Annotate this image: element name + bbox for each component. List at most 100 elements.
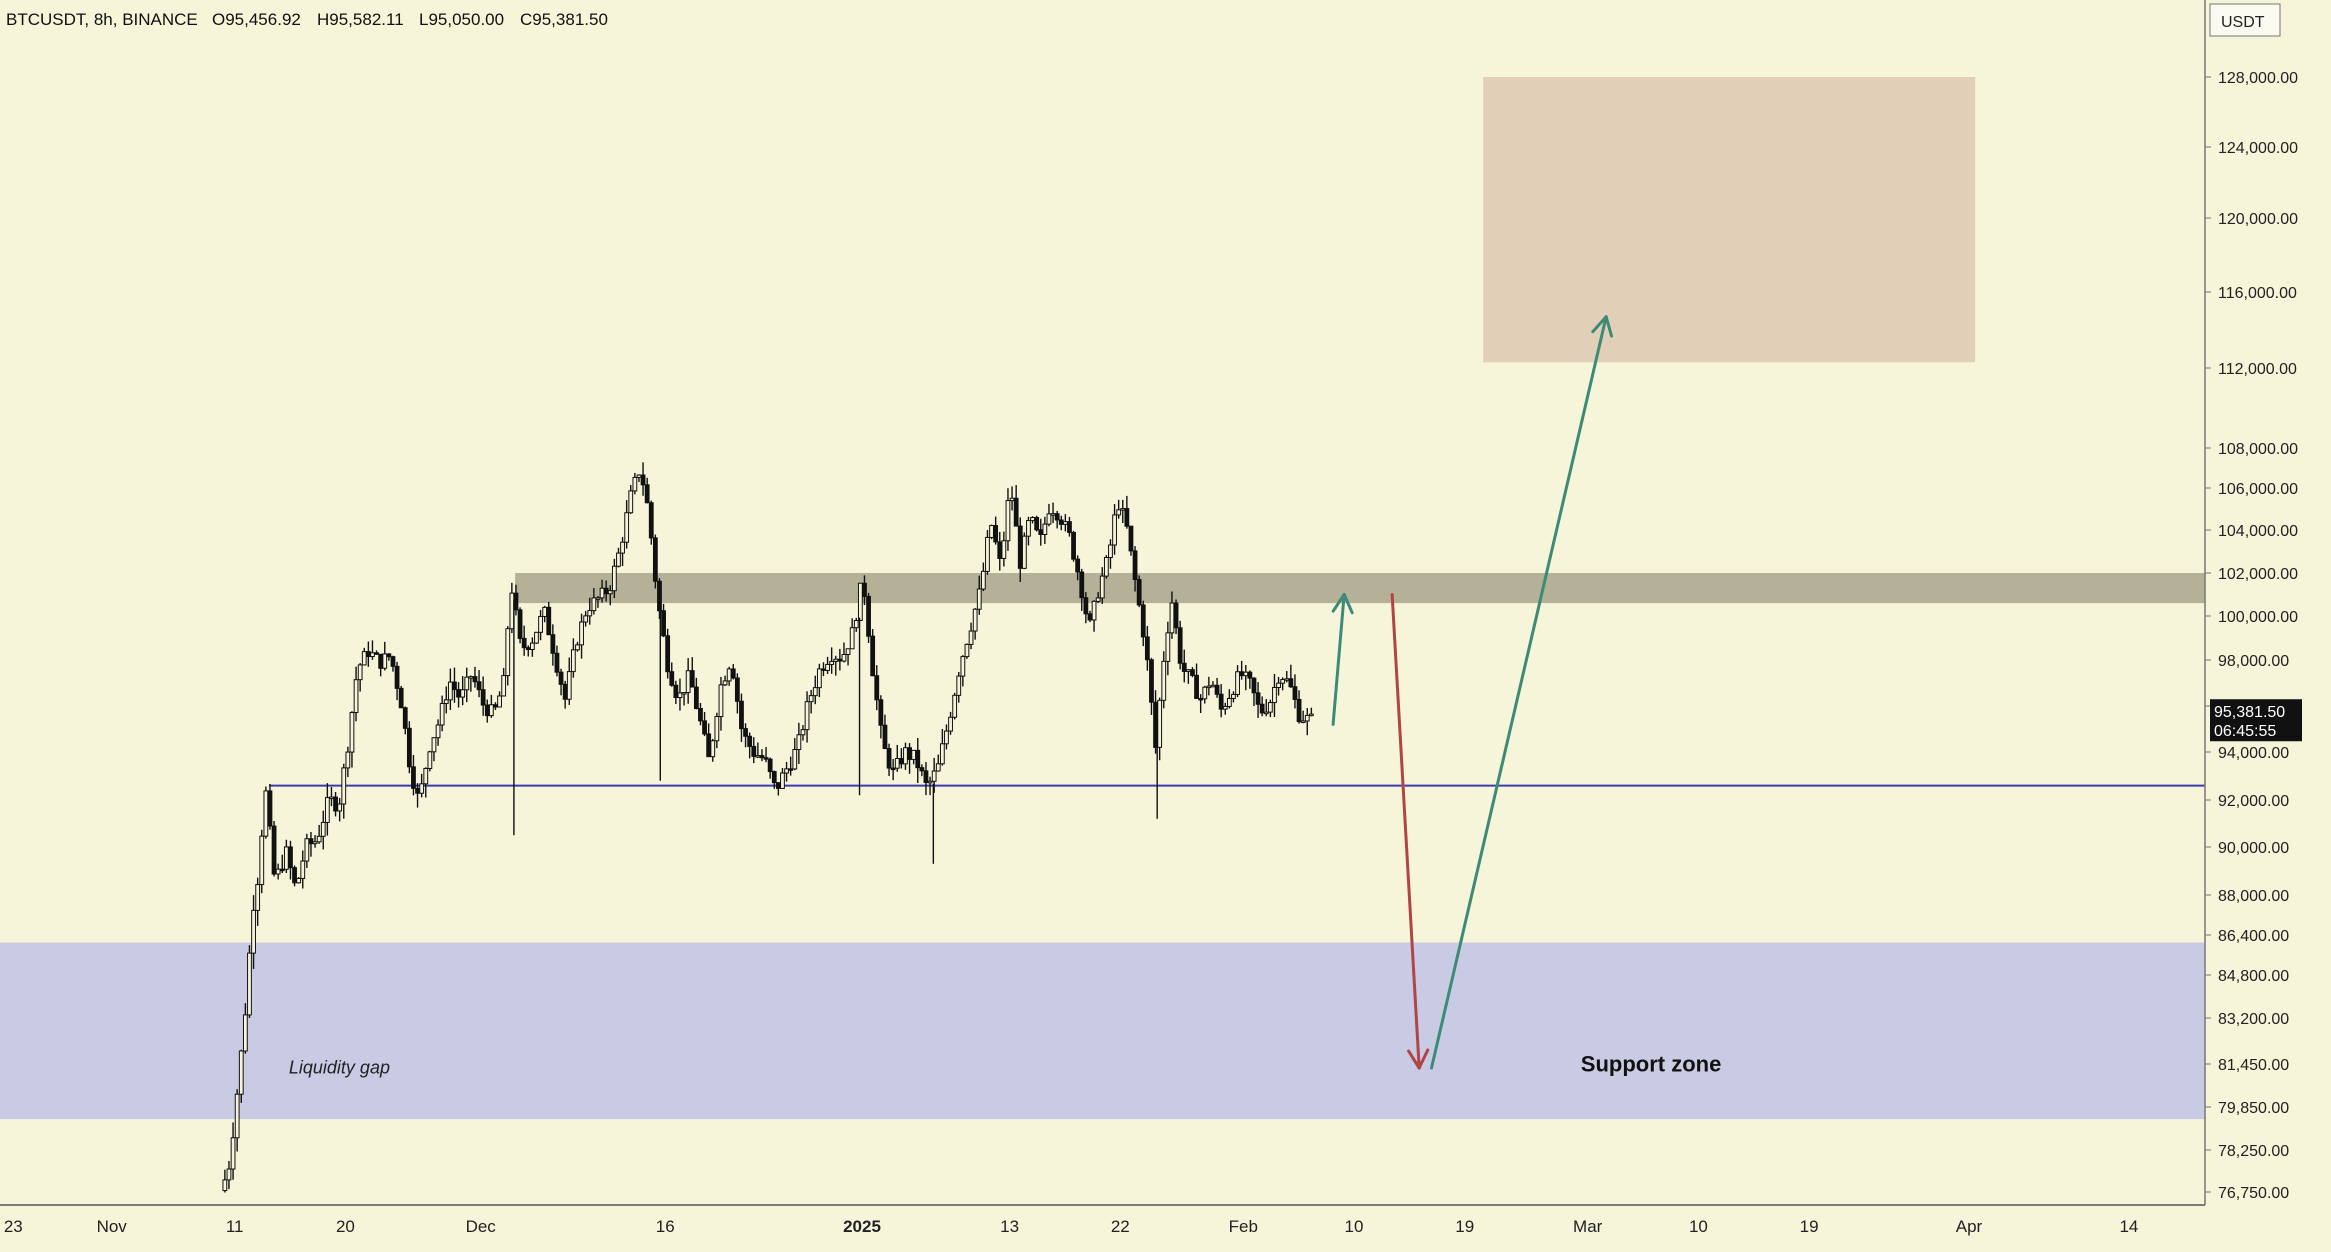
time-tick-label: Feb <box>1229 1217 1258 1236</box>
candle <box>751 737 757 764</box>
candle <box>550 624 556 666</box>
candle <box>1165 621 1171 676</box>
candle <box>1099 567 1105 604</box>
currency-box[interactable]: USDT <box>2209 3 2281 37</box>
candle <box>1116 499 1122 519</box>
candle <box>796 722 802 764</box>
candle <box>324 783 330 836</box>
candle <box>722 675 728 687</box>
price-tick-label: 124,000.00 <box>2218 140 2298 157</box>
candle <box>1259 696 1265 717</box>
candle <box>1173 599 1179 635</box>
candle <box>1251 677 1257 707</box>
candle <box>288 840 293 880</box>
candle <box>472 666 478 688</box>
price-tick-label: 90,000.00 <box>2218 840 2289 857</box>
candle <box>804 691 810 743</box>
price-tick-label: 84,800.00 <box>2218 968 2289 985</box>
candle <box>361 647 367 666</box>
resistance-band <box>515 573 2205 604</box>
candle <box>747 732 753 759</box>
candle <box>1005 488 1011 551</box>
price-axis-panel[interactable] <box>2205 0 2331 1252</box>
candle <box>1026 516 1031 546</box>
candle <box>857 582 863 621</box>
time-tick-label: 10 <box>1689 1217 1708 1236</box>
candle <box>591 588 597 615</box>
candle <box>439 695 445 732</box>
time-axis-panel[interactable] <box>0 1205 2331 1252</box>
time-tick-label: 23 <box>4 1217 23 1236</box>
candle <box>476 670 482 698</box>
arrow-down <box>1390 593 1430 1070</box>
candle <box>968 622 974 650</box>
candle <box>497 691 502 708</box>
price-tick-label: 92,000.00 <box>2218 793 2289 810</box>
candle <box>271 821 277 877</box>
price-tick-label: 100,000.00 <box>2218 609 2298 626</box>
candle <box>242 1003 248 1054</box>
candle <box>874 665 880 711</box>
candle <box>259 829 265 894</box>
candle <box>1292 674 1298 709</box>
candle <box>431 737 437 762</box>
candle <box>1021 532 1027 570</box>
candle <box>1272 673 1277 718</box>
candle <box>275 863 281 880</box>
price-tick-label: 112,000.00 <box>2218 361 2297 378</box>
candle <box>825 656 830 674</box>
symbol-title[interactable]: BTCUSDT, 8h, BINANCE <box>6 10 198 29</box>
zones-layer <box>0 77 2205 1120</box>
candle <box>956 671 962 703</box>
candle <box>620 536 625 566</box>
candle <box>443 686 449 714</box>
candle <box>628 485 634 514</box>
candle <box>927 776 933 796</box>
candle <box>480 676 486 716</box>
candle <box>435 719 441 746</box>
time-tick-label: 10 <box>1345 1217 1364 1236</box>
candle <box>816 663 822 698</box>
price-tick-label: 88,000.00 <box>2218 888 2289 905</box>
candle <box>960 655 966 687</box>
candle <box>558 668 564 696</box>
candle <box>1067 516 1072 537</box>
arrows-layer <box>1331 315 1614 1070</box>
candle <box>575 641 580 652</box>
candle <box>300 850 306 889</box>
currency-label: USDT <box>2221 14 2265 31</box>
candle <box>464 667 470 703</box>
candle <box>952 692 958 720</box>
candle <box>808 689 814 714</box>
candle <box>534 631 539 644</box>
candle <box>386 653 392 661</box>
candle <box>640 462 646 496</box>
candle <box>800 725 806 741</box>
candle <box>1218 684 1224 718</box>
time-tick-label: Apr <box>1956 1217 1983 1236</box>
time-tick-label: 19 <box>1455 1217 1474 1236</box>
symbol-header: BTCUSDT, 8h, BINANCE O95,456.92 H95,582.… <box>6 10 608 29</box>
candle <box>452 667 457 703</box>
ohlc-close: C95,381.50 <box>520 10 608 29</box>
candle <box>390 655 396 672</box>
time-tick-label: 19 <box>1800 1217 1819 1236</box>
candle <box>583 610 589 627</box>
candle <box>693 677 699 710</box>
candle <box>976 575 982 615</box>
candle <box>1222 702 1228 715</box>
candle <box>398 685 404 709</box>
candle <box>320 810 326 850</box>
candle <box>230 1122 236 1180</box>
candle <box>739 693 744 742</box>
candle <box>505 626 511 686</box>
ohlc-low: L95,050.00 <box>419 10 504 29</box>
candle <box>460 676 466 706</box>
candle <box>406 721 412 774</box>
candle <box>759 749 765 762</box>
candle <box>267 783 273 830</box>
candle <box>579 613 584 659</box>
candle <box>939 728 945 766</box>
